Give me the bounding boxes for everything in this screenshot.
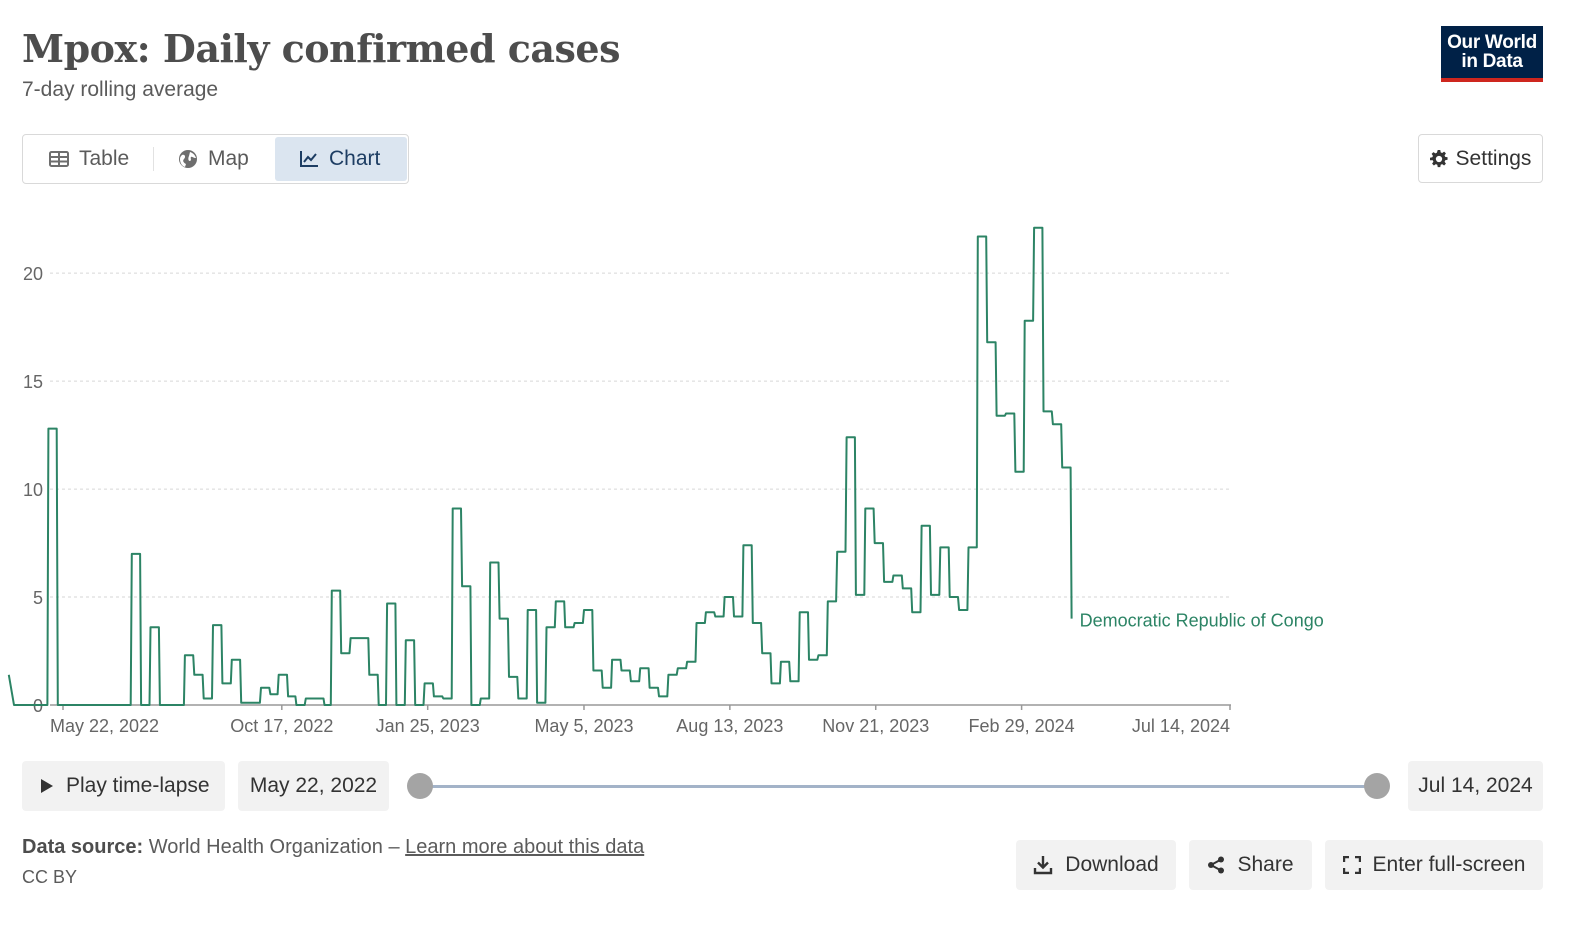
play-timelapse-label: Play time-lapse (66, 774, 210, 797)
x-tick-label: May 5, 2023 (534, 716, 633, 736)
logo-line-1: Our World (1447, 32, 1537, 53)
tab-table[interactable]: Table (49, 137, 129, 181)
gear-icon (1429, 149, 1448, 167)
x-tick-label: Aug 13, 2023 (676, 716, 783, 736)
owid-logo[interactable]: Our World in Data (1441, 26, 1543, 82)
tab-table-label: Table (79, 147, 130, 170)
data-source-label: Data source: (22, 836, 144, 858)
tab-chart-label: Chart (329, 147, 381, 170)
series-line (7, 226, 1073, 706)
y-tick-label: 20 (23, 264, 43, 284)
x-tick-label: Jan 25, 2023 (376, 716, 480, 736)
license: CC BY (22, 867, 78, 887)
timeline-end-handle[interactable] (1364, 773, 1390, 799)
settings-button[interactable]: Settings (1418, 134, 1543, 183)
settings-label: Settings (1455, 146, 1532, 170)
x-tick-label: Feb 29, 2024 (969, 716, 1075, 736)
tab-chart[interactable]: Chart (275, 137, 407, 181)
share-icon (1208, 856, 1225, 874)
timeline-start-date[interactable]: May 22, 2022 (238, 761, 389, 811)
tab-divider (153, 147, 154, 171)
page-title: Mpox: Daily confirmed cases (22, 26, 620, 71)
fullscreen-label: Enter full-screen (1372, 853, 1526, 876)
download-button[interactable]: Download (1016, 840, 1176, 890)
data-source-text: World Health Organization – (148, 836, 400, 858)
fullscreen-button[interactable]: Enter full-screen (1325, 840, 1543, 890)
globe-icon (179, 150, 197, 168)
x-tick-label: Oct 17, 2022 (230, 716, 333, 736)
chart-gridlines (50, 272, 1230, 598)
timeline-end-date[interactable]: Jul 14, 2024 (1408, 761, 1543, 811)
x-tick-label: May 22, 2022 (50, 716, 159, 736)
tab-map[interactable]: Map (178, 137, 249, 181)
play-timelapse-button[interactable]: Play time-lapse (22, 761, 225, 811)
view-tabs: Table Map Chart (22, 134, 409, 184)
data-source: Data source: World Health Organization –… (22, 836, 644, 859)
y-tick-label: 15 (23, 372, 43, 392)
learn-more-link[interactable]: Learn more about this data (405, 836, 645, 858)
download-icon (1034, 856, 1053, 875)
play-icon (41, 779, 53, 793)
line-chart-icon (300, 151, 318, 167)
download-label: Download (1065, 853, 1159, 876)
timeline-start-handle[interactable] (407, 773, 433, 799)
share-button[interactable]: Share (1189, 840, 1312, 890)
share-label: Share (1237, 853, 1294, 876)
tab-map-label: Map (208, 147, 249, 170)
y-tick-label: 5 (33, 588, 43, 608)
page-subtitle: 7-day rolling average (22, 78, 219, 101)
chart-series: Democratic Republic of Congo (7, 226, 1324, 706)
x-axis: May 22, 2022 Oct 17, 2022 Jan 25, 2023 May … (50, 704, 1231, 736)
logo-line-2: in Data (1461, 51, 1523, 72)
expand-icon (1342, 856, 1361, 874)
series-label: Democratic Republic of Congo (1080, 611, 1324, 631)
x-tick-label: Jul 14, 2024 (1132, 716, 1230, 736)
y-tick-label: 10 (23, 480, 43, 500)
x-tick-label: Nov 21, 2023 (822, 716, 929, 736)
timeline-track[interactable] (420, 785, 1377, 788)
table-icon (49, 151, 69, 167)
